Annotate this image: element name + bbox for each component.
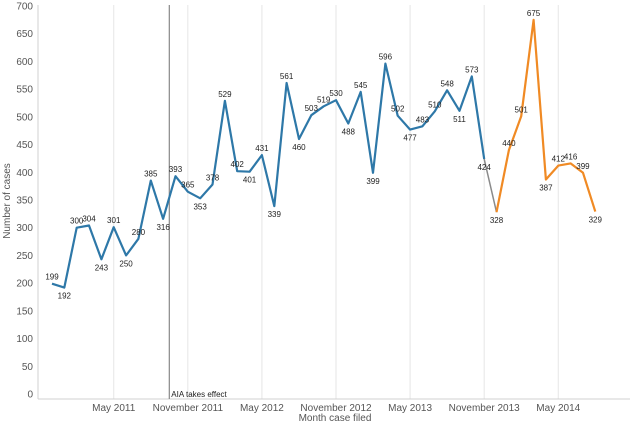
data-label: 250 bbox=[119, 259, 133, 268]
y-tick-label: 600 bbox=[16, 57, 33, 68]
x-tick-label: November 2013 bbox=[449, 403, 521, 414]
y-tick-label: 100 bbox=[16, 334, 33, 345]
data-label: 402 bbox=[231, 160, 245, 169]
y-tick-label: 300 bbox=[16, 223, 33, 234]
y-tick-label: 0 bbox=[27, 390, 33, 401]
data-label: 424 bbox=[477, 163, 491, 172]
x-axis-title: Month case filed bbox=[299, 413, 372, 424]
data-label: 199 bbox=[45, 273, 59, 282]
data-label: 300 bbox=[70, 217, 84, 226]
data-label: 401 bbox=[243, 176, 257, 185]
y-tick-label: 550 bbox=[16, 85, 33, 96]
data-label: 460 bbox=[292, 143, 306, 152]
data-label: 399 bbox=[576, 162, 590, 171]
y-tick-label: 700 bbox=[16, 2, 33, 13]
data-label: 353 bbox=[193, 202, 207, 211]
y-tick-label: 500 bbox=[16, 112, 33, 123]
data-label: 393 bbox=[169, 165, 183, 174]
data-label: 502 bbox=[391, 105, 405, 114]
x-tick-labels: May 2011 November 2011 May 2012 November 20… bbox=[92, 403, 581, 414]
series-line-2 bbox=[495, 18, 597, 213]
data-label: 316 bbox=[156, 223, 170, 232]
data-label: 365 bbox=[181, 181, 195, 190]
data-label: 529 bbox=[218, 90, 232, 99]
y-tick-label: 150 bbox=[16, 306, 33, 317]
data-label: 548 bbox=[440, 79, 454, 88]
data-label: 412 bbox=[552, 155, 566, 164]
x-tick-label: May 2011 bbox=[92, 403, 136, 414]
data-label: 501 bbox=[515, 105, 529, 114]
y-tick-label: 50 bbox=[22, 362, 34, 373]
data-label: 477 bbox=[403, 134, 417, 143]
x-tick-label: May 2012 bbox=[240, 403, 284, 414]
data-label: 530 bbox=[329, 89, 343, 98]
x-tick-label: May 2014 bbox=[536, 403, 580, 414]
series-line-1 bbox=[51, 62, 486, 289]
data-label: 675 bbox=[527, 9, 541, 18]
aia-annotation: AIA takes effect bbox=[168, 5, 228, 399]
x-tick-label: November 2012 bbox=[300, 403, 372, 414]
data-label: 378 bbox=[206, 173, 220, 182]
y-tick-label: 450 bbox=[16, 140, 33, 151]
data-label: 510 bbox=[428, 100, 442, 109]
aia-annotation-label: AIA takes effect bbox=[171, 390, 227, 399]
data-label: 328 bbox=[490, 216, 504, 225]
data-label: 416 bbox=[564, 152, 578, 161]
y-tick-label: 250 bbox=[16, 251, 33, 262]
data-label: 280 bbox=[132, 228, 146, 237]
data-label: 399 bbox=[366, 177, 380, 186]
data-label: 329 bbox=[589, 216, 603, 225]
data-label: 387 bbox=[539, 183, 553, 192]
data-label: 519 bbox=[317, 95, 331, 104]
data-label: 385 bbox=[144, 170, 158, 179]
y-tick-label: 350 bbox=[16, 196, 33, 207]
y-axis-title: Number of cases bbox=[2, 163, 13, 239]
data-label: 511 bbox=[453, 115, 466, 124]
data-label: 545 bbox=[354, 81, 368, 90]
data-label: 440 bbox=[502, 139, 516, 148]
series-bridge-line bbox=[483, 158, 498, 213]
data-label: 503 bbox=[305, 104, 319, 113]
data-label: 301 bbox=[107, 216, 121, 225]
axes bbox=[37, 5, 630, 400]
x-tick-label: May 2013 bbox=[388, 403, 432, 414]
data-label: 596 bbox=[379, 53, 393, 62]
x-tick-label: November 2011 bbox=[153, 403, 224, 414]
data-label: 304 bbox=[82, 214, 96, 223]
data-label: 573 bbox=[465, 65, 479, 74]
data-label: 431 bbox=[255, 144, 269, 153]
data-label: 488 bbox=[342, 128, 356, 137]
data-label: 561 bbox=[280, 72, 294, 81]
y-tick-label: 200 bbox=[16, 279, 33, 290]
y-tick-labels: 0 50 100 150 200 250 300 350 400 450 500 550 600 650 7… bbox=[16, 2, 33, 401]
data-label: 339 bbox=[268, 210, 282, 219]
data-label: 483 bbox=[416, 115, 430, 124]
data-label: 243 bbox=[95, 263, 109, 272]
y-tick-label: 400 bbox=[16, 168, 33, 179]
series-lines bbox=[51, 18, 597, 289]
data-label: 192 bbox=[58, 292, 72, 301]
vertical-gridlines bbox=[113, 5, 559, 399]
y-tick-label: 650 bbox=[16, 29, 33, 40]
